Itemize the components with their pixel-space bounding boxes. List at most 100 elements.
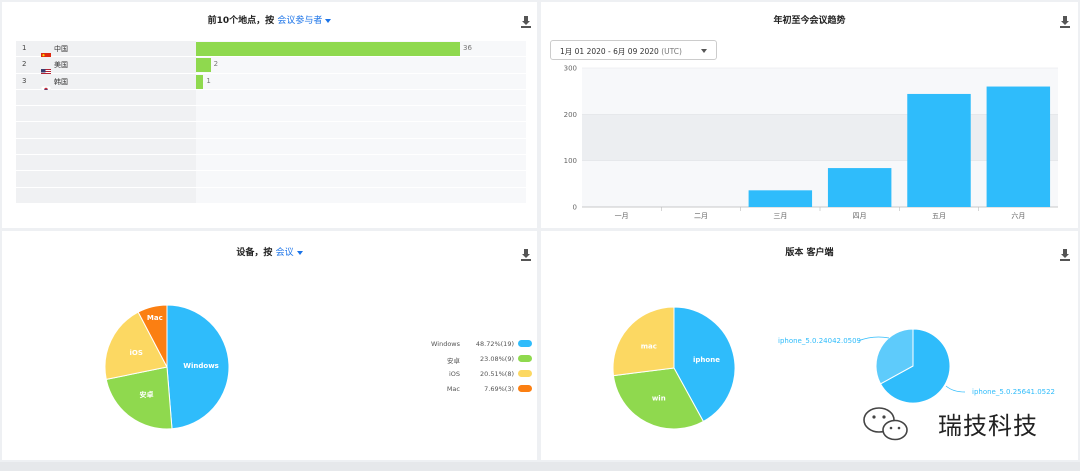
chevron-down-icon xyxy=(296,250,303,255)
devices-metric-dropdown[interactable]: 会议 xyxy=(276,248,303,258)
x-tick-label: 二月 xyxy=(694,212,708,220)
legend-item[interactable]: iOS 20.51%(8) xyxy=(422,368,532,383)
legend-item[interactable]: Windows 48.72%(19) xyxy=(422,338,532,353)
row-rank: 2 xyxy=(22,60,27,69)
bottom-scroll-area xyxy=(0,462,1080,471)
legend-item[interactable]: 安卓 23.08%(9) xyxy=(422,353,532,368)
locations-panel: 前10个地点，按 会议参与者 1 中国 36 2 美国 2 3 韩国 1 xyxy=(2,2,537,228)
download-icon[interactable] xyxy=(1060,249,1070,261)
slice-iphone[interactable] xyxy=(673,306,736,423)
slice-windows[interactable] xyxy=(166,304,230,430)
table-row xyxy=(16,171,526,188)
chevron-down-icon xyxy=(701,49,707,53)
legend-label: iOS xyxy=(448,370,460,378)
row-rank: 3 xyxy=(22,76,27,85)
legend-swatch xyxy=(518,370,532,377)
grid-band xyxy=(582,114,1058,161)
versions-panel: 版本 客户端 iphone win mac iphone_5.0.24042.0509… xyxy=(541,231,1078,460)
row-value: 1 xyxy=(206,76,211,85)
slice-label: mac xyxy=(641,342,657,350)
devices-metric-label: 会议 xyxy=(275,248,294,258)
devices-title: 设备，按 会议 xyxy=(2,245,537,258)
legend-label: Windows xyxy=(430,340,460,348)
row-rank: 1 xyxy=(22,44,27,52)
label-leader-line xyxy=(945,385,966,393)
trend-chart: 0 100 200 300 一月 二月 三月 四月 五月 六月 xyxy=(564,65,1058,220)
x-tick-label: 四月 xyxy=(853,212,867,220)
date-range-value: 1月 01 2020 - 6月 09 2020 xyxy=(560,47,659,56)
legend-swatch xyxy=(518,385,532,392)
watermark-text: 瑞技科技 xyxy=(938,412,1038,440)
table-row xyxy=(16,106,526,123)
slice-mac[interactable] xyxy=(137,304,168,368)
us-flag xyxy=(41,61,51,77)
devices-legend: Windows 48.72%(19) 安卓 23.08%(9) iOS 20.51%(8)… xyxy=(422,338,532,398)
table-row xyxy=(16,155,526,172)
x-tick-label: 三月 xyxy=(773,212,787,220)
locations-metric-dropdown[interactable]: 会议参与者 xyxy=(277,16,332,26)
slice-label: win xyxy=(652,394,666,402)
download-icon[interactable] xyxy=(1060,16,1070,28)
locations-table: 1 中国 36 2 美国 2 3 韩国 1 xyxy=(16,41,526,204)
bar-6[interactable] xyxy=(986,86,1051,207)
row-location-name: 美国 xyxy=(54,61,68,70)
wechat-icon xyxy=(863,407,908,441)
slice-win[interactable] xyxy=(612,367,705,430)
table-row: 3 韩国 1 xyxy=(16,73,526,93)
legend-item[interactable]: Mac 7.69%(3) xyxy=(422,383,532,398)
slice-version-25641[interactable] xyxy=(879,328,951,404)
x-tick-label: 五月 xyxy=(932,212,946,220)
legend-value: 20.51%(8) xyxy=(480,370,514,378)
slice-android[interactable] xyxy=(105,366,173,430)
kr-flag xyxy=(40,78,52,93)
legend-swatch xyxy=(518,340,532,347)
row-bar xyxy=(196,74,204,89)
row-bar xyxy=(196,58,211,73)
locations-title: 前10个地点，按 会议参与者 xyxy=(2,13,537,26)
y-tick-label: 100 xyxy=(564,157,577,165)
slice-label: iphone_5.0.24042.0509 xyxy=(778,337,861,345)
table-row: 1 中国 36 xyxy=(16,41,526,60)
devices-panel: 设备，按 会议 Windows 安卓 iOS Mac Windows 48.72%(19… xyxy=(2,231,537,460)
locations-title-prefix: 前10个地点，按 xyxy=(207,16,275,26)
slice-label: Mac xyxy=(147,314,163,322)
slice-label: iOS xyxy=(129,349,142,357)
slice-label: iphone xyxy=(693,356,720,364)
legend-value: 23.08%(9) xyxy=(480,355,514,363)
table-row xyxy=(16,122,526,139)
table-row xyxy=(16,89,526,107)
download-icon[interactable] xyxy=(521,16,531,28)
versions-pie-charts: iphone win mac iphone_5.0.24042.0509 iphone_… xyxy=(612,306,1055,430)
legend-label: Mac xyxy=(446,385,460,393)
devices-title-prefix: 设备，按 xyxy=(236,248,273,258)
table-row: 2 美国 2 xyxy=(16,57,526,77)
slice-label: 安卓 xyxy=(140,390,154,399)
x-tick-label: 六月 xyxy=(1011,211,1025,220)
bar-3[interactable] xyxy=(748,190,813,207)
bar-5[interactable] xyxy=(907,93,971,207)
legend-value: 7.69%(3) xyxy=(484,385,514,393)
row-location-name: 韩国 xyxy=(54,77,68,86)
slice-mac[interactable] xyxy=(612,306,675,377)
slice-label: iphone_5.0.25641.0522 xyxy=(972,388,1055,396)
table-row xyxy=(16,187,526,204)
download-icon[interactable] xyxy=(521,249,531,261)
bar-4[interactable] xyxy=(827,168,892,207)
slice-version-24042[interactable] xyxy=(875,328,914,385)
devices-pie-chart: Windows 安卓 iOS Mac xyxy=(104,304,230,430)
legend-swatch xyxy=(518,355,532,362)
slice-label: Windows xyxy=(183,362,219,370)
date-range-timezone: (UTC) xyxy=(661,47,682,56)
date-range-picker[interactable]: 1月 01 2020 - 6月 09 2020 (UTC) xyxy=(550,40,717,60)
y-tick-label: 0 xyxy=(573,204,577,212)
row-location-name: 中国 xyxy=(54,45,68,53)
slice-ios[interactable] xyxy=(104,311,168,380)
y-tick-label: 200 xyxy=(564,111,577,119)
chevron-down-icon xyxy=(325,18,332,23)
trend-title: 年初至今会议趋势 xyxy=(773,16,846,26)
row-value: 2 xyxy=(213,60,219,69)
legend-value: 48.72%(19) xyxy=(475,340,514,348)
y-tick-label: 300 xyxy=(564,65,577,73)
watermark: 瑞技科技 xyxy=(855,404,1055,444)
